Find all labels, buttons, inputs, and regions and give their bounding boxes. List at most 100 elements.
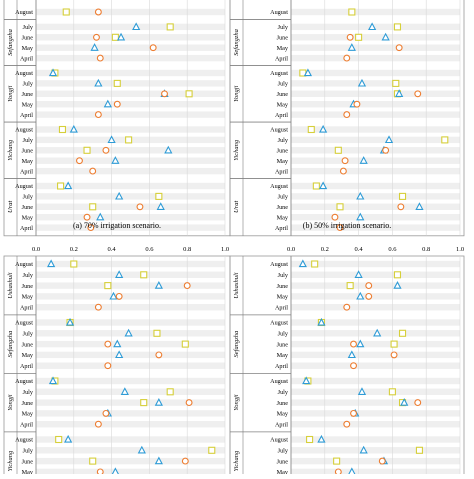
row-band (291, 340, 460, 348)
month-label: August (270, 9, 288, 16)
row-band (36, 340, 225, 348)
circle-marker (339, 167, 347, 175)
month-label: July (23, 389, 34, 396)
row-band (291, 224, 460, 231)
month-label: April (20, 112, 33, 119)
row-band (36, 126, 225, 133)
circle-marker (89, 167, 97, 175)
month-label: April (275, 363, 288, 370)
triangle-marker (318, 124, 328, 133)
square-marker (55, 435, 63, 444)
month-label: May (277, 294, 289, 301)
month-label: April (275, 225, 288, 232)
month-label: June (22, 148, 34, 155)
circle-marker (136, 203, 144, 211)
x-tick-label: 1.0 (456, 246, 464, 253)
triangle-marker (154, 281, 163, 289)
triangle-marker (395, 89, 404, 97)
row-band (291, 214, 460, 221)
row-band (291, 457, 460, 465)
triangle-marker (400, 398, 409, 406)
month-label: May (277, 101, 289, 108)
month-label: July (23, 81, 34, 88)
panel-caption: (a) 70% irrigation scenario. (73, 221, 161, 230)
row-band (291, 8, 460, 16)
square-marker (311, 260, 319, 268)
square-marker (104, 282, 112, 290)
triangle-marker (115, 270, 124, 278)
circle-marker (161, 90, 168, 98)
square-marker (393, 271, 402, 279)
month-label: June (277, 341, 289, 348)
group-label: Yongji (233, 85, 240, 102)
triangle-marker (96, 212, 105, 221)
triangle-marker (298, 259, 307, 268)
row-band (36, 457, 225, 465)
x-tick-label: 0.2 (321, 246, 329, 253)
group-label: Yichang (7, 450, 14, 472)
row-band (291, 271, 460, 278)
row-band (36, 304, 225, 311)
month-label: August (270, 320, 288, 327)
row-band (36, 44, 225, 51)
square-marker (62, 8, 70, 16)
month-label: June (277, 283, 289, 290)
month-label: July (278, 81, 289, 88)
square-marker (393, 23, 402, 31)
circle-marker (341, 157, 349, 165)
row-band (36, 147, 225, 154)
month-label: April (20, 168, 33, 175)
triangle-marker (415, 202, 424, 210)
chart-panel-1: August July June May April August July June May A… (3, 0, 231, 237)
square-marker (70, 260, 78, 268)
row-band (291, 377, 460, 385)
month-label: April (20, 225, 33, 232)
triangle-marker (90, 43, 99, 51)
row-band (291, 54, 460, 62)
square-marker (390, 340, 398, 348)
triangle-marker (120, 387, 129, 395)
square-marker (140, 399, 148, 407)
row-band (291, 101, 460, 108)
triangle-marker (317, 434, 326, 443)
triangle-marker (48, 376, 58, 385)
group-label: Sefangzha (7, 29, 14, 56)
square-marker (306, 435, 314, 444)
circle-marker (414, 399, 422, 407)
row-band (291, 80, 460, 87)
square-marker (166, 23, 174, 31)
month-label: July (23, 448, 34, 455)
month-label: May (22, 469, 34, 474)
month-label: June (22, 204, 34, 211)
month-label: May (22, 294, 34, 301)
month-label: August (270, 183, 288, 190)
square-marker (388, 388, 396, 396)
row-band (291, 203, 460, 210)
x-tick-label: 0.4 (108, 246, 117, 253)
square-marker (333, 457, 341, 465)
row-band (36, 362, 225, 369)
month-label: August (270, 437, 288, 444)
month-label: June (277, 458, 289, 465)
month-label: May (22, 101, 34, 108)
month-label: June (277, 91, 289, 98)
x-tick-label: 0.6 (388, 246, 397, 253)
row-band (36, 351, 225, 359)
row-band (291, 319, 460, 326)
row-band (36, 157, 225, 164)
circle-marker (104, 362, 112, 370)
row-band (291, 282, 460, 289)
month-label: June (277, 148, 289, 155)
triangle-marker (64, 181, 73, 190)
triangle-marker (368, 22, 377, 31)
triangle-marker (347, 43, 356, 51)
row-band (291, 304, 460, 311)
triangle-marker (354, 270, 363, 278)
circle-marker (343, 303, 351, 311)
triangle-marker (111, 156, 120, 164)
circle-marker (102, 409, 110, 417)
month-label: May (277, 45, 289, 52)
circle-marker (334, 468, 342, 476)
group-label: Yongji (233, 394, 240, 411)
